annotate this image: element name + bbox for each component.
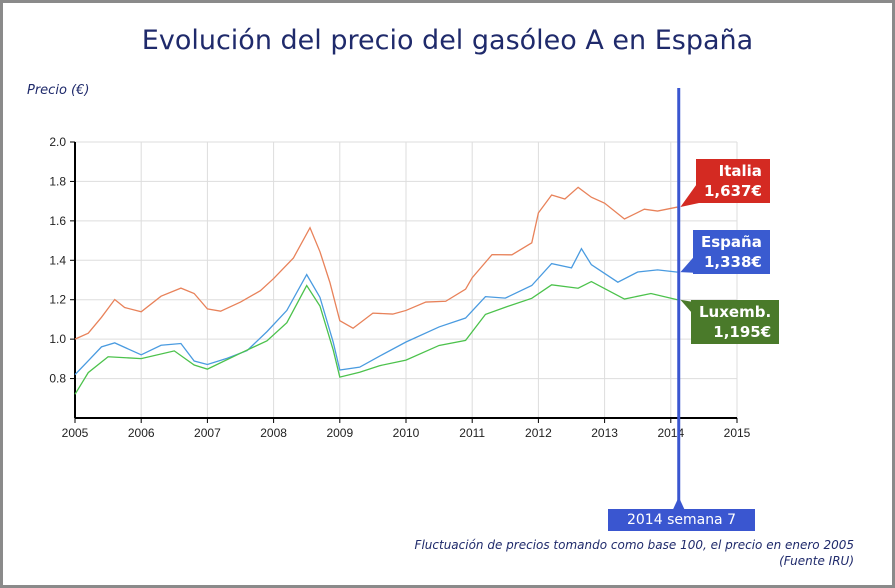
chart-title: Evolución del precio del gasóleo A en Es… <box>141 25 754 56</box>
tag-value: 1,637€ <box>704 182 762 200</box>
x-tick-label: 2013 <box>591 426 618 440</box>
y-tick-label: 1.8 <box>49 174 66 188</box>
x-tick-label: 2011 <box>459 426 485 440</box>
x-tick-label: 2012 <box>525 426 552 440</box>
tag-name: Italia <box>718 162 762 180</box>
x-tick-label: 2015 <box>724 426 751 440</box>
y-axis-label: Precio (€) <box>27 83 90 98</box>
x-tick-label: 2007 <box>194 426 221 440</box>
y-tick-label: 1.0 <box>49 332 66 346</box>
x-tick-label: 2014 <box>657 426 684 440</box>
tag-name: España <box>701 233 762 251</box>
tag-value: 1,338€ <box>703 253 762 271</box>
series-line-1 <box>74 247 678 376</box>
plot-area: 2005 2006 2007 2008 2009 2010 2011 2012 2013 2014… <box>49 88 751 511</box>
y-tick-label: 0.8 <box>49 372 66 386</box>
series-line-0 <box>74 186 678 340</box>
x-tick-label: 2008 <box>260 426 287 440</box>
tag-espana: España 1,338€ <box>693 230 770 274</box>
x-tick-label: 2009 <box>326 426 353 440</box>
tag-italia: Italia 1,637€ <box>696 159 770 203</box>
week-marker-arrow <box>672 497 685 510</box>
y-tick-label: 2.0 <box>49 135 66 149</box>
x-tick-label: 2010 <box>393 426 420 440</box>
y-tick-label: 1.6 <box>49 214 66 228</box>
week-marker-label: 2014 semana 7 <box>608 509 755 531</box>
tag-name: Luxemb. <box>699 303 772 321</box>
y-tick-label: 1.2 <box>49 293 66 307</box>
tag-pointer <box>680 181 699 208</box>
x-tick-label: 2005 <box>62 426 89 440</box>
series-line-2 <box>74 280 678 395</box>
source-text: (Fuente IRU) <box>779 554 854 568</box>
note-text: Fluctuación de precios tomando como base… <box>414 538 854 552</box>
chart-note: Fluctuación de precios tomando como base… <box>415 537 854 569</box>
x-tick-label: 2006 <box>128 426 155 440</box>
tag-luxemburgo: Luxemb. 1,195€ <box>691 300 780 344</box>
y-tick-label: 1.4 <box>49 253 66 267</box>
tag-value: 1,195€ <box>713 323 772 341</box>
